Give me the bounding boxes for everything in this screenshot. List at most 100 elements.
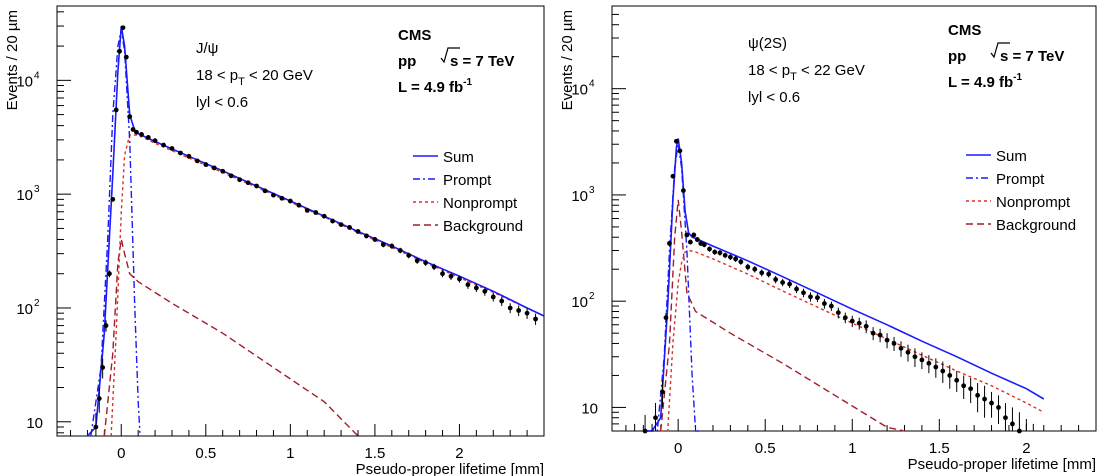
x-tick-label: 1 — [286, 445, 294, 462]
data-point — [287, 198, 293, 204]
data-point — [856, 320, 862, 326]
data-point — [120, 25, 126, 31]
data-point — [93, 424, 99, 430]
legend-sum-label: Sum — [996, 148, 1027, 165]
data-point — [397, 248, 403, 253]
data-point — [321, 213, 327, 219]
data-point — [933, 364, 939, 370]
data-point — [313, 210, 319, 215]
y-tick-label: 10 — [571, 188, 588, 205]
data-point — [884, 337, 890, 343]
x-tick-labels: 0 0.5 1 1.5 2 — [674, 440, 1031, 457]
data-point — [738, 259, 744, 265]
data-point — [490, 294, 496, 300]
data-point — [940, 368, 946, 374]
sum-line — [643, 138, 1045, 432]
data-point — [228, 173, 234, 179]
y-tick-exponent: 4 — [34, 70, 40, 81]
y-tick-exponent: 2 — [589, 291, 595, 302]
data-point — [912, 354, 918, 360]
data-point — [891, 341, 897, 346]
data-point — [677, 148, 683, 154]
data-point — [107, 271, 112, 277]
data-point — [330, 218, 336, 224]
data-point — [694, 237, 700, 242]
data-point — [139, 131, 144, 137]
data-point — [169, 146, 175, 151]
x-tick-label: 1.5 — [929, 440, 950, 457]
x-tick-label: 1.5 — [364, 445, 385, 462]
data-point — [701, 242, 707, 248]
state-label: J/ψ — [196, 40, 218, 57]
data-point — [389, 243, 395, 249]
legend-prompt-label: Prompt — [443, 172, 492, 189]
data-point — [355, 229, 361, 234]
x-tick-labels: 0 0.5 1 1.5 2 — [117, 445, 464, 462]
lumi-label: L = 4.9 fb-1 — [948, 72, 1023, 91]
y-tick-exponent: 3 — [589, 185, 595, 196]
data-point — [975, 392, 981, 398]
rapidity-label: lyl < 0.6 — [748, 89, 800, 106]
data-point — [103, 323, 109, 328]
data-point — [237, 177, 243, 183]
data-point — [152, 138, 158, 144]
data-point — [680, 188, 686, 193]
pt-range-lo: 18 < p — [196, 67, 238, 84]
data-point — [674, 138, 679, 144]
axis-ticks — [612, 5, 1097, 432]
data-point — [870, 330, 876, 336]
x-tick-label: 0.5 — [755, 440, 776, 457]
background-line — [660, 199, 905, 432]
nonprompt-curve — [660, 249, 1045, 432]
rapidity-label: lyl < 0.6 — [196, 94, 248, 111]
pt-range-sub: T — [790, 71, 797, 83]
data-point — [926, 360, 932, 366]
nonprompt-line — [660, 249, 1045, 432]
data-point — [828, 303, 834, 309]
data-point — [440, 271, 445, 277]
prompt-line — [646, 144, 700, 432]
legend-prompt-label: Prompt — [996, 171, 1045, 188]
data-point — [117, 48, 122, 54]
data-point — [347, 225, 352, 230]
data-point — [752, 266, 758, 272]
data-point — [161, 142, 166, 148]
data-point — [863, 323, 869, 329]
x-axis-title: Pseudo-proper lifetime [mm] — [908, 456, 1096, 473]
data-point — [186, 153, 192, 159]
x-axis-title: Pseudo-proper lifetime [mm] — [356, 461, 544, 476]
prompt-line — [90, 29, 141, 437]
data-point — [134, 129, 139, 135]
data-point — [1016, 428, 1022, 434]
data-point — [667, 240, 672, 246]
data-point — [499, 298, 505, 304]
pt-range-sub: T — [238, 76, 245, 88]
legend-nonprompt-label: Nonprompt — [443, 195, 518, 212]
data-point — [145, 135, 151, 140]
data-point — [110, 196, 116, 202]
lumi-text: L = 4.9 fb — [948, 74, 1013, 91]
data-points — [634, 138, 1034, 434]
data-point — [815, 295, 820, 301]
state-label: ψ(2S) — [748, 35, 787, 52]
data-point — [482, 288, 488, 294]
prompt-curve — [646, 144, 700, 432]
data-point — [905, 349, 911, 355]
sqrt-symbol — [990, 42, 1010, 59]
data-point — [96, 396, 102, 401]
data-point — [733, 256, 739, 262]
pt-range-label: 18 < pT < 22 GeV — [748, 62, 865, 83]
data-point — [211, 165, 217, 171]
data-point — [203, 162, 209, 167]
data-point — [507, 305, 513, 311]
pt-range-lo: 18 < p — [748, 62, 790, 79]
data-point — [414, 258, 420, 264]
data-point — [431, 264, 437, 270]
legend-background-label: Background — [996, 217, 1076, 234]
beam-label: pp — [948, 48, 966, 65]
energy-label: s = 7 TeV — [1000, 48, 1064, 65]
data-point — [919, 357, 925, 363]
